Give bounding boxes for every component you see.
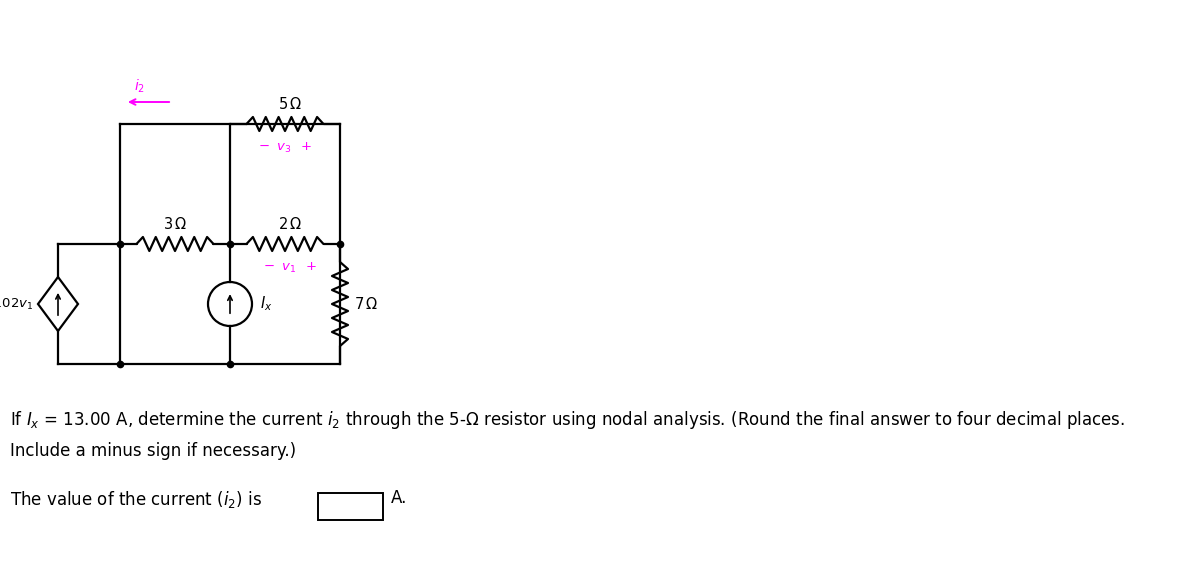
Text: $7\,\Omega$: $7\,\Omega$ <box>354 296 378 312</box>
Text: $5\,\Omega$: $5\,\Omega$ <box>278 96 302 112</box>
Text: Include a minus sign if necessary.): Include a minus sign if necessary.) <box>10 442 296 460</box>
Text: $3\,\Omega$: $3\,\Omega$ <box>163 216 187 232</box>
Text: $-\;\;v_1\;\;+$: $-\;\;v_1\;\;+$ <box>263 261 317 275</box>
Text: $2\,\Omega$: $2\,\Omega$ <box>278 216 302 232</box>
Text: $i_2$: $i_2$ <box>134 77 145 95</box>
Text: If $I_x$ = 13.00 A, determine the current $i_2$ through the 5-Ω resistor using n: If $I_x$ = 13.00 A, determine the curren… <box>10 409 1126 431</box>
Text: $I_x$: $I_x$ <box>260 295 272 314</box>
Text: $0.02v_1$: $0.02v_1$ <box>0 296 32 312</box>
Text: $-\;\;v_3\;\;+$: $-\;\;v_3\;\;+$ <box>258 141 312 155</box>
Text: A.: A. <box>391 489 407 507</box>
Text: The value of the current ($i_2$) is: The value of the current ($i_2$) is <box>10 489 262 510</box>
FancyBboxPatch shape <box>318 493 383 520</box>
